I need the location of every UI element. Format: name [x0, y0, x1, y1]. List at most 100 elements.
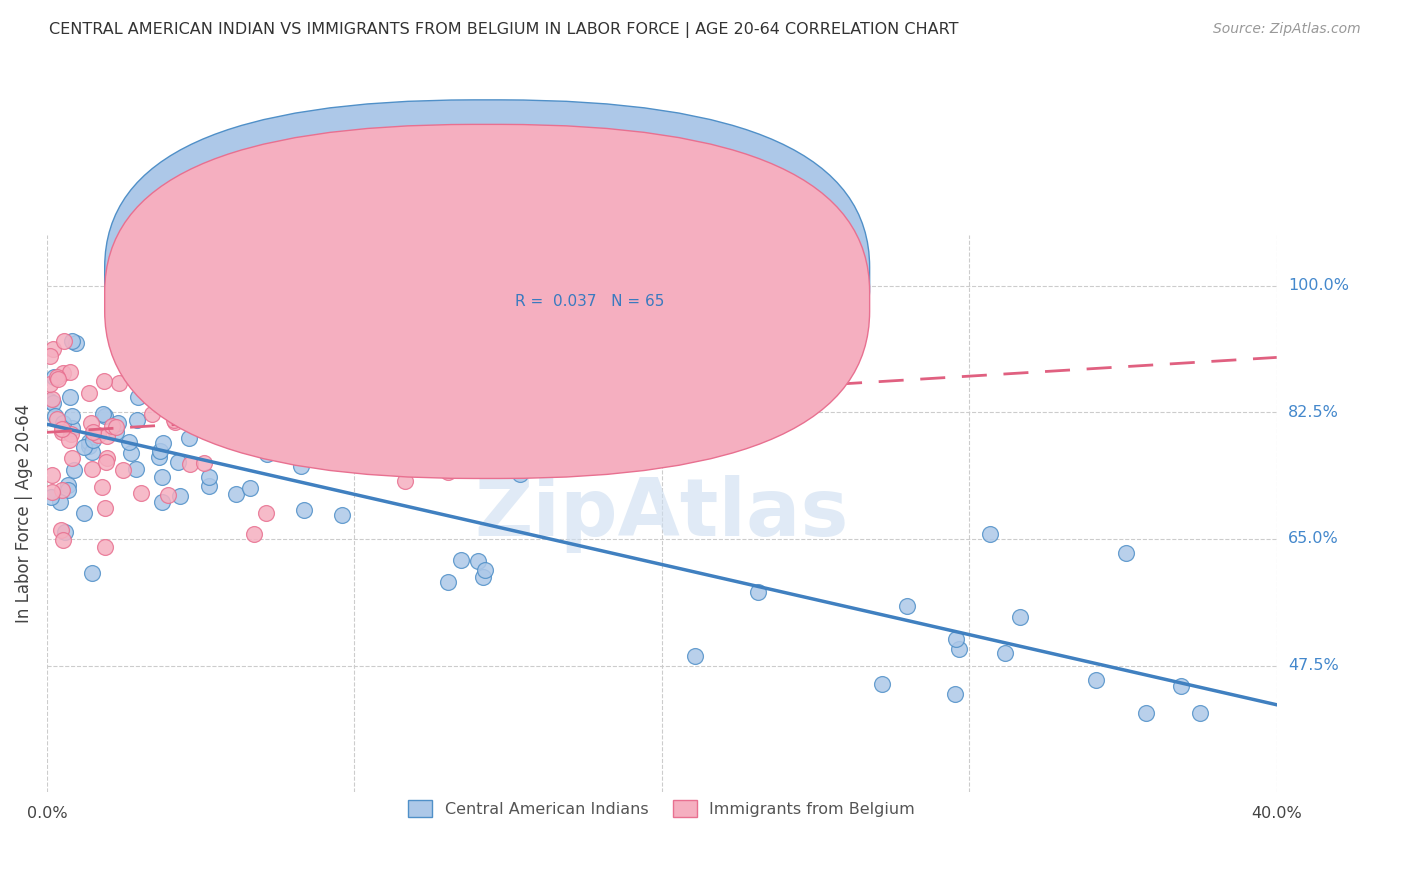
Point [59, 427, 82, 442]
Point [943, 687, 966, 701]
Point [290, 458, 312, 473]
Point [436, 575, 458, 590]
Point [125, 461, 148, 475]
Point [58, 433, 80, 447]
Point [292, 503, 315, 517]
Point [152, 381, 174, 395]
Point [45, 369, 67, 384]
FancyBboxPatch shape [104, 124, 870, 478]
Point [52, 416, 75, 430]
Point [60, 409, 83, 424]
Point [375, 456, 398, 470]
Point [93, 374, 115, 388]
Point [77, 386, 100, 401]
Point [44, 370, 66, 384]
Point [1189, 706, 1212, 720]
Point [1135, 706, 1157, 720]
Point [59, 390, 82, 404]
Point [406, 450, 429, 465]
Point [56, 477, 79, 491]
Point [256, 447, 278, 461]
Point [225, 487, 247, 501]
Point [152, 436, 174, 450]
Point [979, 526, 1001, 541]
Point [80, 461, 103, 475]
Point [896, 599, 918, 614]
Point [51, 422, 73, 436]
Text: Source: ZipAtlas.com: Source: ZipAtlas.com [1213, 22, 1361, 37]
Point [80, 566, 103, 580]
Point [177, 432, 200, 446]
Point [82, 425, 104, 439]
Point [105, 425, 128, 439]
FancyBboxPatch shape [104, 100, 870, 454]
Point [198, 478, 221, 492]
Point [48, 495, 70, 509]
Point [96, 455, 118, 469]
Point [474, 563, 496, 577]
Point [39, 491, 62, 505]
Point [136, 327, 159, 342]
Point [91, 407, 114, 421]
Point [41, 392, 63, 406]
Point [141, 408, 163, 422]
Point [120, 344, 142, 359]
Point [309, 400, 332, 414]
Point [242, 527, 264, 541]
Point [198, 470, 221, 484]
Point [107, 376, 129, 390]
Point [356, 425, 378, 440]
Point [146, 365, 169, 379]
Point [254, 506, 277, 520]
Point [162, 413, 184, 427]
Point [239, 481, 262, 495]
Point [60, 420, 83, 434]
Point [39, 349, 62, 363]
Point [162, 363, 184, 377]
Point [156, 488, 179, 502]
Point [283, 400, 305, 414]
Point [44, 409, 66, 424]
Point [111, 351, 134, 365]
Text: R = −0.492   N = 80: R = −0.492 N = 80 [516, 269, 672, 285]
Point [129, 486, 152, 500]
Point [42, 342, 65, 356]
Point [315, 376, 337, 391]
Point [79, 434, 101, 449]
Point [53, 524, 76, 539]
Point [163, 415, 186, 429]
Point [1115, 546, 1137, 560]
Point [472, 570, 495, 584]
Point [87, 428, 110, 442]
Point [91, 480, 114, 494]
Point [52, 533, 75, 547]
Point [134, 334, 156, 348]
Point [167, 455, 190, 469]
Point [509, 467, 531, 482]
Point [387, 423, 409, 437]
Point [1010, 610, 1032, 624]
Point [683, 648, 706, 663]
Point [564, 444, 586, 458]
Point [870, 676, 893, 690]
Point [118, 434, 141, 449]
Point [51, 483, 73, 497]
Point [111, 462, 134, 476]
Point [52, 366, 75, 380]
Point [945, 632, 967, 646]
Point [543, 405, 565, 419]
Point [96, 429, 118, 443]
Point [120, 446, 142, 460]
Point [77, 439, 100, 453]
Point [187, 395, 209, 409]
Text: 47.5%: 47.5% [1288, 658, 1339, 673]
Point [948, 642, 970, 657]
Y-axis label: In Labor Force | Age 20-64: In Labor Force | Age 20-64 [15, 404, 32, 624]
Legend: Central American Indians, Immigrants from Belgium: Central American Indians, Immigrants fro… [402, 794, 921, 823]
Point [226, 428, 249, 442]
Point [127, 391, 149, 405]
Point [80, 445, 103, 459]
Point [59, 365, 82, 379]
Text: 65.0%: 65.0% [1288, 532, 1339, 547]
Text: R =  0.037   N = 65: R = 0.037 N = 65 [516, 294, 665, 309]
